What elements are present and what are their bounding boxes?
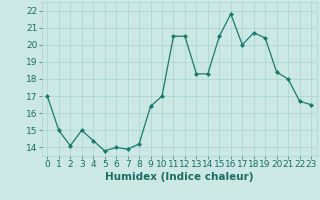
X-axis label: Humidex (Indice chaleur): Humidex (Indice chaleur) (105, 172, 253, 182)
